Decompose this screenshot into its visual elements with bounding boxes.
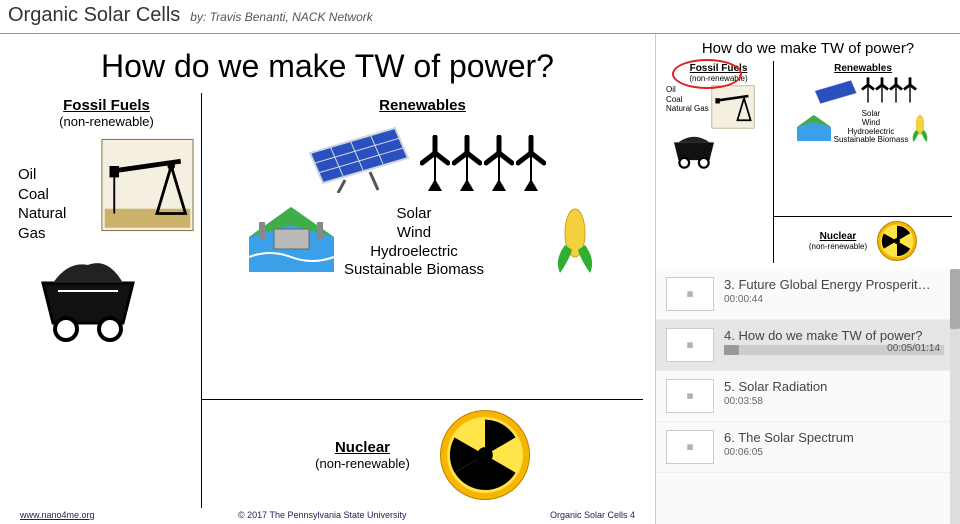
fossil-item: Oil	[18, 165, 94, 185]
content-row: How do we make TW of power? Fossil Fuels…	[0, 34, 960, 524]
renewables-heading: Renewables	[208, 97, 637, 114]
playlist-item[interactable]: ▦ 4. How do we make TW of power? 00:05/0…	[656, 320, 960, 371]
main-slide: How do we make TW of power? Fossil Fuels…	[0, 34, 655, 524]
thumb-nuke-heading: Nuclear	[809, 231, 867, 242]
coalcart-icon	[666, 129, 722, 169]
thumb-renew-list: Solar Wind Hydroelectric Sustainable Bio…	[834, 110, 909, 145]
playlist-thumb-icon: ▦	[666, 277, 714, 311]
nuclear-sub: (non-renewable)	[315, 456, 410, 471]
highlight-circle-icon	[672, 59, 742, 89]
fossil-heading: Fossil Fuels	[18, 97, 195, 114]
thumbnail-title: How do we make TW of power?	[664, 40, 952, 57]
fossil-item: Natural Gas	[18, 204, 94, 243]
slide-thumbnail: How do we make TW of power? Fossil Fuels…	[656, 34, 960, 269]
playlist-item[interactable]: ▦ 5. Solar Radiation 00:03:58	[656, 371, 960, 422]
footer-slide-num: Organic Solar Cells 4	[550, 510, 635, 520]
quadrant-nuclear: Nuclear (non-renewable)	[202, 400, 643, 508]
scrollbar-track[interactable]	[950, 269, 960, 524]
sidebar: How do we make TW of power? Fossil Fuels…	[655, 34, 960, 524]
renewables-list: Solar Wind Hydroelectric Sustainable Bio…	[344, 205, 484, 280]
renew-item: Sustainable Biomass	[344, 261, 484, 280]
wind-turbines-icon	[420, 135, 546, 193]
playlist-item-title: 6. The Solar Spectrum	[724, 430, 944, 445]
playlist-thumb-icon: ▦	[666, 328, 714, 362]
fossil-list: Oil Coal Natural Gas	[18, 165, 94, 243]
playlist-item-title: 3. Future Global Energy Prosperit…	[724, 277, 944, 292]
nuclear-heading: Nuclear	[315, 439, 410, 456]
header: Organic Solar Cells by: Travis Benanti, …	[0, 0, 960, 34]
scrollbar-thumb[interactable]	[950, 269, 960, 329]
corn-icon	[554, 205, 596, 275]
pumpjack-icon	[711, 85, 755, 129]
playlist-thumb-icon: ▦	[666, 379, 714, 413]
slide-footer: www.nano4me.org © 2017 The Pennsylvania …	[12, 508, 643, 522]
thumb-renew-heading: Renewables	[776, 63, 950, 74]
page-title: Organic Solar Cells	[8, 4, 180, 27]
progress-fill	[724, 345, 739, 355]
dam-icon	[797, 115, 831, 141]
solar-panel-icon	[810, 76, 858, 108]
corn-icon	[911, 113, 929, 143]
playlist-item-title: 5. Solar Radiation	[724, 379, 944, 394]
footer-link[interactable]: www.nano4me.org	[20, 510, 95, 520]
quadrant-renewables: Renewables	[202, 93, 643, 400]
playlist-item-time: 00:05/01:14	[887, 343, 940, 354]
renew-item: Solar	[344, 205, 484, 224]
diagram-grid: Fossil Fuels (non-renewable) Oil Coal Na…	[12, 93, 643, 508]
quadrant-fossil: Fossil Fuels (non-renewable) Oil Coal Na…	[12, 93, 202, 508]
playlist-thumb-icon: ▦	[666, 430, 714, 464]
playlist-item[interactable]: ▦ 3. Future Global Energy Prosperit… 00:…	[656, 269, 960, 320]
thumb-nuke-sub: (non-renewable)	[809, 242, 867, 251]
coalcart-icon	[28, 253, 148, 343]
playlist-item-time: 00:00:44	[724, 294, 944, 305]
playlist-item-time: 00:03:58	[724, 396, 944, 407]
footer-copyright: © 2017 The Pennsylvania State University	[238, 510, 407, 520]
wind-turbines-icon	[861, 76, 917, 108]
playlist-item-title: 4. How do we make TW of power?	[724, 328, 944, 343]
fossil-sub: (non-renewable)	[18, 114, 195, 129]
solar-panel-icon	[300, 118, 410, 193]
pumpjack-icon	[100, 135, 195, 235]
renew-item: Wind	[344, 224, 484, 243]
renew-item: Hydroelectric	[344, 243, 484, 262]
radiation-icon	[877, 221, 917, 261]
slide-title: How do we make TW of power?	[12, 48, 643, 85]
fossil-item: Coal	[18, 185, 94, 205]
playlist-item-time: 00:06:05	[724, 447, 944, 458]
radiation-icon	[440, 410, 530, 500]
playlist[interactable]: ▦ 3. Future Global Energy Prosperit… 00:…	[656, 269, 960, 524]
byline: by: Travis Benanti, NACK Network	[190, 10, 373, 24]
progress-bar[interactable]: 00:05/01:14	[724, 345, 944, 355]
thumb-fossil-list: Oil Coal Natural Gas	[666, 85, 709, 114]
playlist-item[interactable]: ▦ 6. The Solar Spectrum 00:06:05	[656, 422, 960, 473]
dam-icon	[249, 207, 334, 272]
